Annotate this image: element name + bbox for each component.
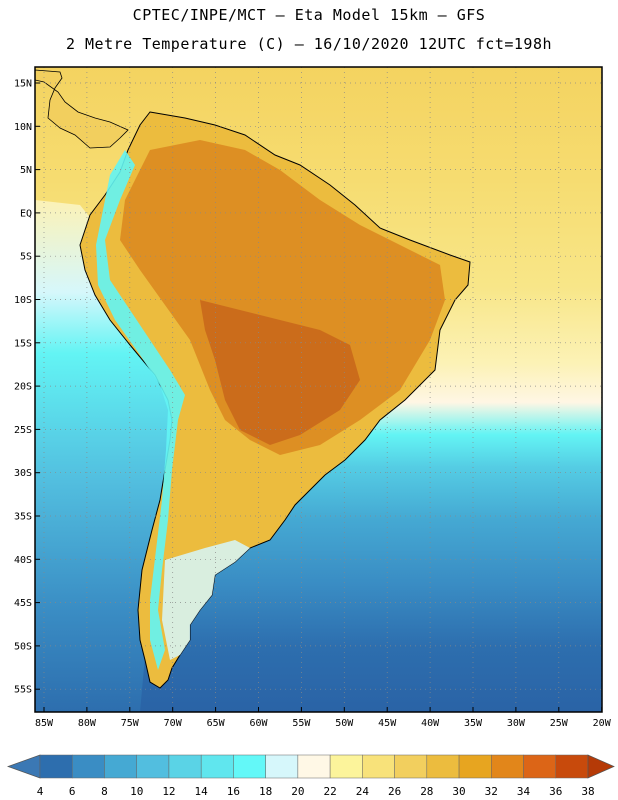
colorbar-label: 14: [195, 785, 209, 798]
colorbar-label: 10: [130, 785, 143, 798]
colorbar-label: 4: [37, 785, 44, 798]
colorbar-box: [168, 754, 202, 779]
colorbar-box: [200, 754, 234, 779]
colorbar-label: 38: [581, 785, 594, 798]
colorbar-label: 34: [517, 785, 531, 798]
colorbar-label: 30: [452, 785, 465, 798]
colorbar-box: [297, 754, 331, 779]
map-title-line2: 2 Metre Temperature (C) – 16/10/2020 12U…: [65, 35, 553, 53]
lon-label: 35W: [464, 718, 483, 729]
lat-label: 20S: [14, 382, 32, 393]
colorbar-label: 18: [259, 785, 272, 798]
lat-label: 10S: [14, 295, 32, 306]
colorbar-label: 28: [420, 785, 433, 798]
colorbar-legend: 4 6 8 10 12 14 16 18 20 22 24 26 28 30 32 34 36 38: [6, 754, 615, 798]
colorbar-box: [265, 754, 299, 779]
lon-label: 50W: [335, 718, 354, 729]
patagonia-cool-zone: [162, 540, 250, 660]
colorbar-box: [491, 754, 524, 779]
lat-label: 35S: [14, 512, 32, 523]
lon-label: 70W: [164, 718, 183, 729]
colorbar-box: [555, 754, 589, 779]
lat-label: 40S: [14, 555, 32, 566]
hot-core-zone: [200, 300, 360, 445]
lon-label: 55W: [292, 718, 311, 729]
lon-label: 60W: [249, 718, 268, 729]
colorbar-label: 20: [291, 785, 304, 798]
colorbar-label: 8: [101, 785, 108, 798]
lat-label: 30S: [14, 468, 32, 479]
colorbar-label: 16: [227, 785, 240, 798]
lon-label: 45W: [378, 718, 397, 729]
lat-label: 50S: [14, 641, 32, 652]
colorbar-box: [458, 754, 492, 779]
lat-label: 5S: [20, 252, 32, 263]
longitude-axis: 85W 80W 75W 70W 65W 60W 55W 50W 45W 40W 35W 30W 25W 2…: [35, 707, 612, 729]
lat-label: 25S: [14, 425, 32, 436]
colorbar-label: 22: [323, 785, 336, 798]
map-title-line1: CPTEC/INPE/MCT – Eta Model 15km – GFS: [132, 6, 486, 24]
colorbar-box: [523, 754, 557, 779]
lon-label: 20W: [593, 718, 612, 729]
colorbar-label: 6: [69, 785, 76, 798]
colorbar-box: [136, 754, 170, 779]
colorbar-box: [362, 754, 395, 779]
lon-label: 85W: [35, 718, 54, 729]
colorbar-box: [233, 754, 266, 779]
interior-heat-zone: [120, 140, 445, 455]
colorbar-box: [104, 754, 137, 779]
map-frame: [34, 66, 603, 713]
lon-label: 30W: [507, 718, 526, 729]
colorbar-label: 12: [162, 785, 175, 798]
colorbar-box: [329, 754, 363, 779]
lon-label: 75W: [121, 718, 140, 729]
colorbar-label: 36: [549, 785, 562, 798]
colorbar-arrow-low: [6, 754, 41, 779]
colorbar-box: [39, 754, 73, 779]
central-america-land: [35, 69, 129, 149]
colorbar-label: 32: [485, 785, 498, 798]
colorbar-label: 24: [356, 785, 370, 798]
colorbar-box: [426, 754, 460, 779]
lat-label: 15N: [14, 79, 32, 90]
latitude-axis: 15N 10N 5N EQ 5S 10S 15S 20S 25S 30S 35S 40S 45S 50S 5…: [14, 79, 40, 696]
andes-cool-strip: [96, 150, 185, 670]
lat-label: 10N: [14, 122, 32, 133]
lat-label: 55S: [14, 685, 32, 696]
colorbar-box: [394, 754, 428, 779]
lon-label: 25W: [550, 718, 569, 729]
colorbar-box: [71, 754, 105, 779]
colorbar-arrow-high: [587, 754, 615, 779]
lat-label: 15S: [14, 338, 32, 349]
map-area: [35, 67, 602, 712]
lat-label: 5N: [20, 165, 32, 176]
lon-label: 65W: [207, 718, 226, 729]
lat-label: 45S: [14, 598, 32, 609]
colorbar-label: 26: [388, 785, 401, 798]
lon-label: 40W: [421, 718, 440, 729]
lat-label: EQ: [20, 208, 32, 219]
lon-label: 80W: [78, 718, 97, 729]
